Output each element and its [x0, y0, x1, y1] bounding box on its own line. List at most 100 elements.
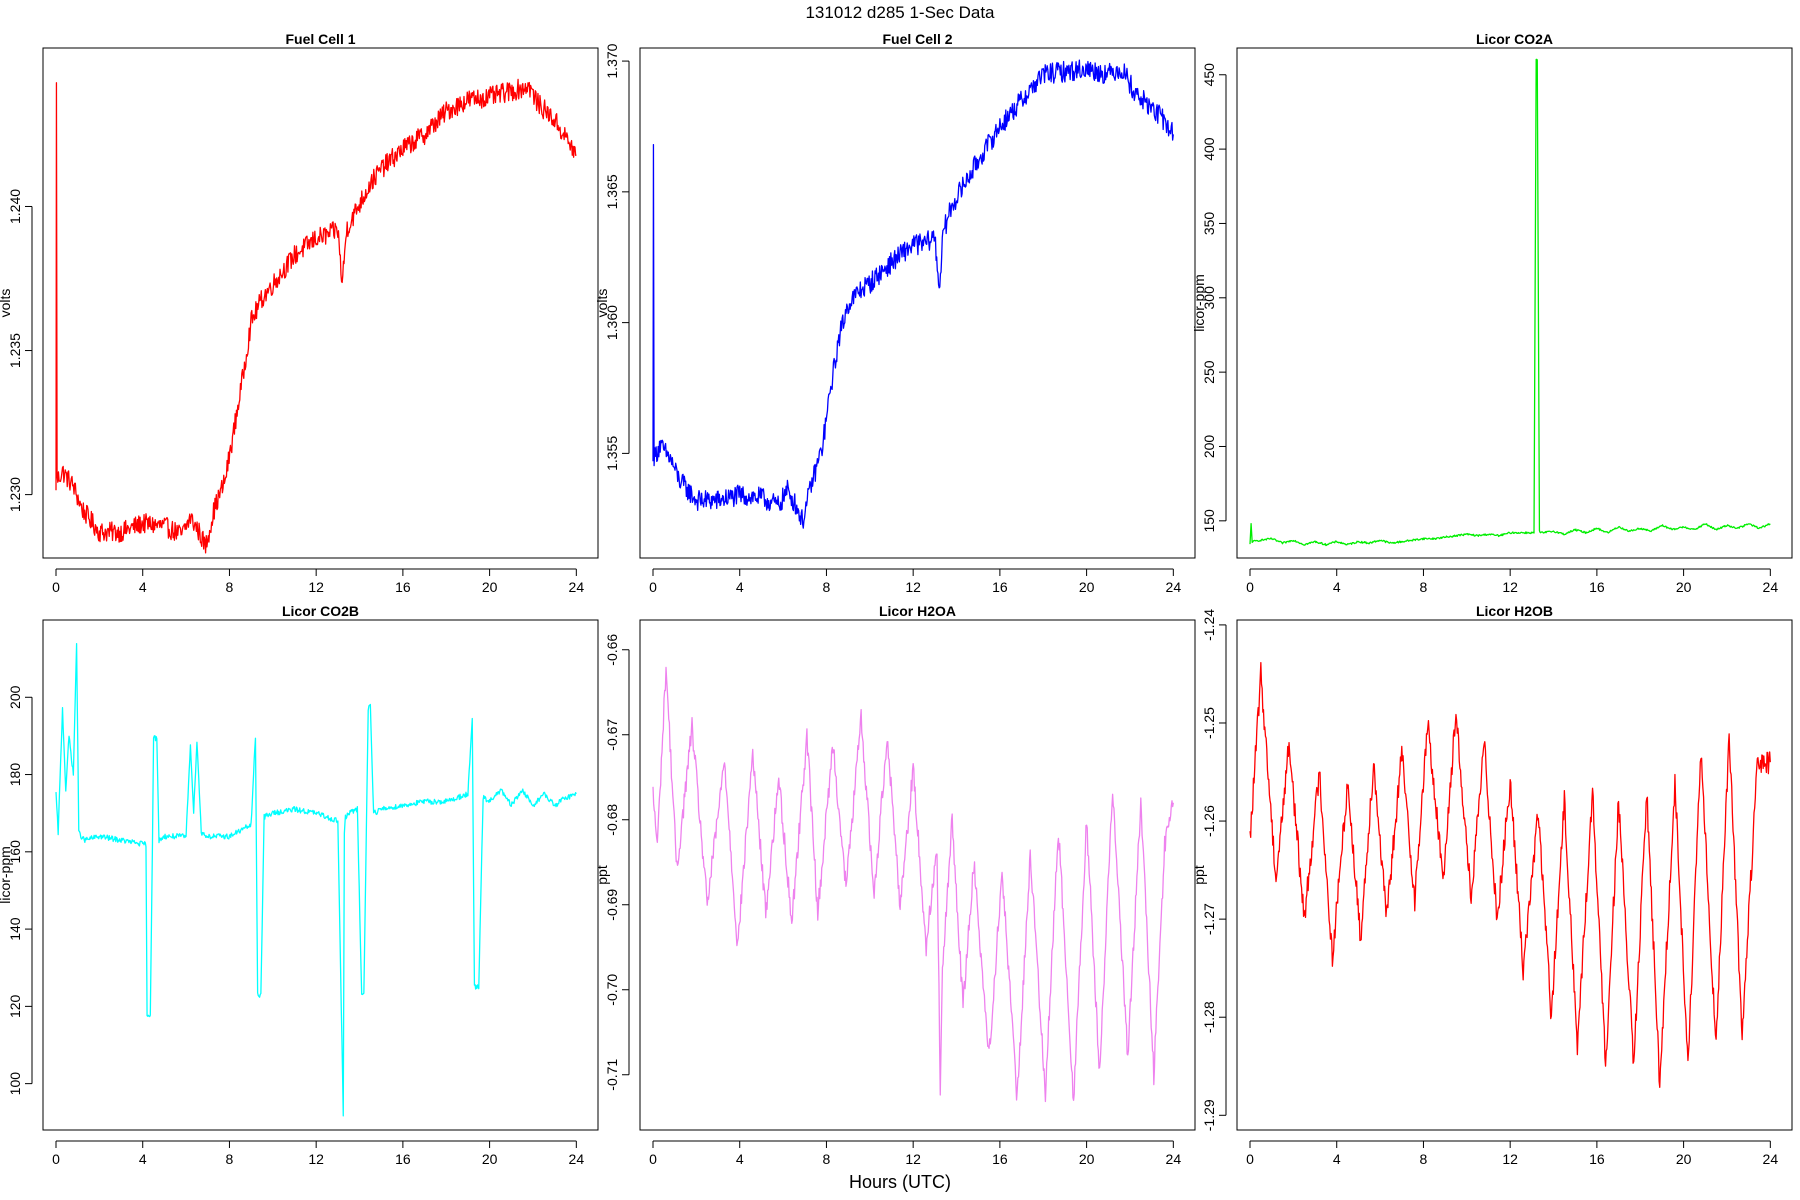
y-axis-label: licor-ppm [1191, 274, 1207, 332]
x-tick-label: 20 [1676, 1151, 1692, 1167]
x-tick-label: 24 [1166, 579, 1182, 595]
plot-frame [639, 47, 1196, 559]
y-tick-label: -1.26 [1201, 805, 1217, 837]
x-tick-label: 24 [1166, 1151, 1182, 1167]
x-tick-label: 8 [226, 579, 234, 595]
y-tick-label: 140 [7, 917, 23, 941]
x-tick-label: 20 [1079, 1151, 1095, 1167]
y-axis-label: ppt [594, 865, 610, 885]
chart-panel: Fuel Cell 20 4 8 12 16 20 241.3551.3601.3651.3… [594, 31, 1196, 595]
y-tick-label: -0.69 [604, 889, 620, 921]
x-tick-label: 8 [226, 1151, 234, 1167]
x-tick-label: 0 [1246, 1151, 1254, 1167]
y-tick-label: 160 [7, 840, 23, 864]
x-tick-label: 16 [1589, 579, 1605, 595]
y-axis: -1.29 -1.28 -1.27 -1.26 -1.25 -1.24 [1201, 609, 1227, 1131]
y-tick-label: 1.355 [604, 436, 620, 471]
panel-title: Fuel Cell 1 [285, 31, 355, 47]
x-tick-label: 0 [52, 579, 60, 595]
x-tick-label: 12 [905, 579, 921, 595]
y-tick-label: 1.370 [604, 43, 620, 78]
series-line [1249, 662, 1771, 1088]
x-axis: 0 4 8 12 16 20 24 [1246, 568, 1779, 595]
x-tick-label: 8 [823, 579, 831, 595]
panel-grid: Fuel Cell 1 0 4 8 12 16 20 24 1.230 1.235 1.240 vol… [0, 31, 1793, 1167]
y-tick-label: 150 [1201, 509, 1217, 533]
y-tick-label: 180 [7, 763, 23, 787]
x-tick-label: 20 [1079, 579, 1095, 595]
series-line [652, 666, 1174, 1103]
y-tick-label: 1.235 [7, 333, 23, 368]
y-tick-label: -1.28 [1201, 1001, 1217, 1033]
y-tick-label: 300 [1201, 286, 1217, 310]
y-tick-label: -1.24 [1201, 609, 1217, 641]
y-tick-label: 1.230 [7, 477, 23, 512]
x-tick-label: 24 [1763, 1151, 1779, 1167]
plot-frame [639, 619, 1196, 1131]
x-tick-label: 24 [569, 1151, 585, 1167]
series-line [1249, 58, 1771, 547]
x-tick-label: 24 [569, 579, 585, 595]
x-tick-label: 8 [1420, 1151, 1428, 1167]
x-tick-label: 16 [1589, 1151, 1605, 1167]
x-tick-label: 24 [1763, 579, 1779, 595]
y-tick-label: -0.70 [604, 974, 620, 1006]
y-axis: 150 200 250 300 350 400 450 [1201, 63, 1227, 533]
y-tick-label: -0.67 [604, 719, 620, 751]
y-tick-label: -0.66 [604, 634, 620, 666]
y-tick-label: 250 [1201, 360, 1217, 384]
y-tick-label: 120 [7, 994, 23, 1018]
x-axis: 0 4 8 12 16 20 24 [52, 568, 585, 595]
plot-frame [1236, 619, 1793, 1131]
x-tick-label: 16 [992, 579, 1008, 595]
y-tick-label: -1.27 [1201, 903, 1217, 935]
y-axis-label: ppt [1191, 865, 1207, 885]
panel-title: Licor CO2A [1476, 31, 1553, 47]
y-axis: 1.355 1.360 1.365 1.370 [604, 43, 630, 471]
panel-title: Licor H2OB [1476, 603, 1553, 619]
x-axis: 0 4 8 12 16 20 24 [52, 1140, 585, 1167]
y-tick-label: 1.360 [604, 305, 620, 340]
plot-frame [42, 619, 599, 1131]
x-tick-label: 20 [482, 579, 498, 595]
x-tick-label: 20 [482, 1151, 498, 1167]
series-line [55, 642, 577, 1117]
chart-panel: Licor CO2A 0 4 8 12 16 20 24 150 200 250 300 350 400 4… [1191, 31, 1793, 595]
y-tick-label: -1.25 [1201, 707, 1217, 739]
y-tick-label: 200 [7, 685, 23, 709]
y-axis: 1.230 1.235 1.240 [7, 189, 33, 512]
y-tick-label: 350 [1201, 212, 1217, 236]
y-axis-label: volts [0, 289, 13, 318]
x-tick-label: 0 [1246, 579, 1254, 595]
x-axis: 0 4 8 12 16 20 24 [649, 568, 1182, 595]
x-tick-label: 4 [736, 1151, 744, 1167]
x-tick-label: 4 [1333, 1151, 1341, 1167]
chart-panel: Fuel Cell 1 0 4 8 12 16 20 24 1.230 1.235 1.240 vol… [0, 31, 599, 595]
x-tick-label: 0 [649, 1151, 657, 1167]
x-tick-label: 16 [395, 1151, 411, 1167]
x-tick-label: 8 [1420, 579, 1428, 595]
x-tick-label: 12 [1502, 1151, 1518, 1167]
x-tick-label: 4 [139, 1151, 147, 1167]
y-tick-label: 100 [7, 1072, 23, 1096]
y-tick-label: -0.68 [604, 804, 620, 836]
y-tick-label: 400 [1201, 137, 1217, 161]
x-tick-label: 16 [395, 579, 411, 595]
y-tick-label: -1.29 [1201, 1099, 1217, 1131]
y-tick-label: 200 [1201, 435, 1217, 459]
x-tick-label: 12 [905, 1151, 921, 1167]
series-line [55, 78, 577, 554]
plot-frame [1236, 47, 1793, 559]
x-tick-label: 8 [823, 1151, 831, 1167]
figure-title: 131012 d285 1-Sec Data [805, 3, 995, 22]
x-tick-label: 12 [308, 1151, 324, 1167]
x-tick-label: 0 [52, 1151, 60, 1167]
x-tick-label: 16 [992, 1151, 1008, 1167]
plot-frame [42, 47, 599, 559]
figure-x-axis-label: Hours (UTC) [849, 1172, 951, 1192]
y-axis: -0.71 -0.70 -0.69 -0.68 -0.67 -0.66 [604, 634, 630, 1091]
y-tick-label: 1.365 [604, 174, 620, 209]
y-tick-label: 1.240 [7, 189, 23, 224]
